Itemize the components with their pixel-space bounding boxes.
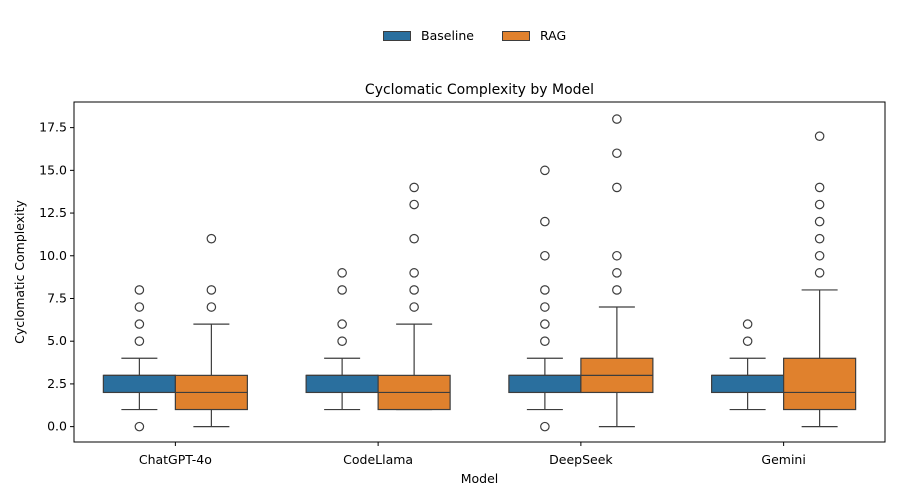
- box-baseline-gemini: [711, 374, 785, 394]
- outlier-point-rag-codellama: [409, 233, 419, 244]
- outlier-point-baseline-chatgpt-4o: [134, 302, 145, 312]
- legend: Baseline RAG: [383, 28, 594, 43]
- outlier-point-rag-gemini: [814, 199, 825, 210]
- box-baseline-deepseek: [508, 374, 582, 394]
- y-tick-label: 15.0: [39, 162, 67, 177]
- x-tick-label: Gemini: [761, 452, 805, 467]
- outlier-point-baseline-deepseek: [540, 250, 550, 261]
- outlier-point-baseline-codellama: [337, 268, 347, 278]
- y-tick-label: 10.0: [39, 248, 67, 263]
- y-tick-label: 0.0: [47, 419, 67, 434]
- legend-swatch-baseline: [383, 30, 411, 41]
- outlier-point-rag-chatgpt-4o: [206, 233, 217, 244]
- box-baseline-chatgpt-4o: [102, 374, 176, 394]
- outlier-point-rag-chatgpt-4o: [206, 285, 217, 295]
- x-tick-label: ChatGPT-4o: [139, 452, 212, 467]
- outlier-point-rag-deepseek: [612, 182, 622, 193]
- outlier-point-baseline-deepseek: [540, 336, 550, 346]
- outlier-point-baseline-deepseek: [540, 216, 550, 227]
- outlier-point-rag-gemini: [814, 131, 825, 141]
- outlier-point-baseline-gemini: [742, 319, 753, 329]
- legend-label-baseline: Baseline: [421, 28, 474, 43]
- chart-title: Cyclomatic Complexity by Model: [365, 82, 594, 98]
- outlier-point-baseline-chatgpt-4o: [134, 336, 145, 346]
- outlier-point-rag-codellama: [409, 199, 419, 210]
- outlier-point-rag-deepseek: [612, 148, 622, 159]
- outlier-point-rag-gemini: [814, 250, 825, 261]
- outlier-point-baseline-deepseek: [540, 421, 550, 432]
- outlier-point-baseline-deepseek: [540, 285, 550, 295]
- outlier-point-rag-codellama: [409, 182, 419, 193]
- outlier-point-baseline-chatgpt-4o: [134, 285, 145, 295]
- y-tick-label: 7.5: [47, 290, 67, 305]
- outlier-point-baseline-deepseek: [540, 302, 550, 312]
- outlier-point-baseline-codellama: [337, 319, 347, 329]
- outlier-point-rag-chatgpt-4o: [206, 302, 217, 312]
- outlier-point-rag-codellama: [409, 268, 419, 278]
- outlier-point-rag-gemini: [814, 182, 825, 193]
- x-tick-label: DeepSeek: [549, 452, 613, 467]
- y-tick-label: 17.5: [39, 120, 67, 135]
- outlier-point-rag-codellama: [409, 302, 419, 312]
- outlier-point-baseline-chatgpt-4o: [134, 319, 145, 329]
- y-axis-label: Cyclomatic Complexity: [12, 200, 27, 344]
- outlier-point-rag-deepseek: [612, 285, 622, 295]
- outlier-point-rag-gemini: [814, 216, 825, 227]
- y-tick-label: 2.5: [47, 376, 67, 391]
- box-rag-gemini: [783, 357, 857, 411]
- outlier-point-baseline-deepseek: [540, 165, 550, 176]
- legend-item-rag: RAG: [502, 28, 566, 43]
- outlier-point-rag-codellama: [409, 285, 419, 295]
- outlier-point-rag-deepseek: [612, 114, 622, 124]
- x-axis-label: Model: [461, 471, 499, 486]
- y-tick-label: 12.5: [39, 205, 67, 220]
- legend-label-rag: RAG: [540, 28, 567, 43]
- plot-frame: [73, 101, 886, 443]
- outlier-point-rag-gemini: [814, 233, 825, 244]
- box-baseline-codellama: [305, 374, 379, 394]
- legend-item-baseline: Baseline: [383, 28, 474, 43]
- outlier-point-baseline-gemini: [742, 336, 753, 346]
- x-tick-label: CodeLlama: [343, 452, 413, 467]
- outlier-point-baseline-chatgpt-4o: [134, 421, 145, 432]
- outlier-point-baseline-codellama: [337, 285, 347, 295]
- outlier-point-baseline-codellama: [337, 336, 347, 346]
- outlier-point-rag-deepseek: [612, 268, 622, 278]
- legend-swatch-rag: [502, 30, 530, 41]
- y-tick-label: 5.0: [47, 333, 67, 348]
- outlier-point-rag-deepseek: [612, 250, 622, 261]
- outlier-point-rag-gemini: [814, 268, 825, 278]
- outlier-point-baseline-deepseek: [540, 319, 550, 329]
